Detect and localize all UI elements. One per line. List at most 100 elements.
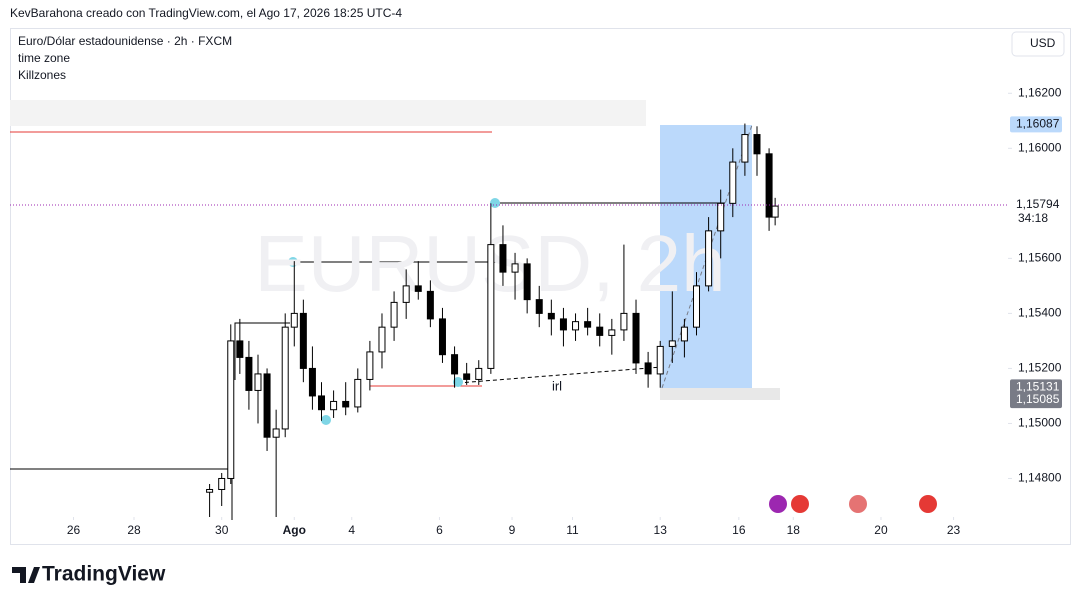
candle-body <box>499 244 507 273</box>
candle-body <box>693 285 701 328</box>
legend-item: Killzones <box>18 68 66 82</box>
x-tick-label: 4 <box>348 523 355 537</box>
level-line <box>234 322 290 380</box>
y-tick-label: 1,14800 <box>1018 471 1062 485</box>
trend-line <box>457 366 663 384</box>
y-tick-label: 1,16200 <box>1018 85 1062 99</box>
candle-body <box>535 299 543 314</box>
candle-body <box>608 329 616 336</box>
candle-body <box>290 312 298 328</box>
price-label: 1,15131 <box>1016 380 1060 394</box>
annotation: irl <box>552 378 562 393</box>
price-label: 1,15794 <box>1016 197 1060 211</box>
candle-body <box>366 351 374 380</box>
trend-line <box>661 124 753 389</box>
price-label-bg <box>1010 116 1062 133</box>
candle-body <box>559 318 567 331</box>
candle-body <box>771 205 779 218</box>
candle-body <box>236 340 244 358</box>
candle-body <box>378 326 386 353</box>
x-tick-label: 11 <box>566 523 579 537</box>
pivot-dot <box>490 198 500 208</box>
pivot-dot <box>453 377 463 387</box>
zone <box>660 388 780 400</box>
legend-item: time zone <box>18 51 70 65</box>
candle-body <box>414 285 422 292</box>
candle-body <box>206 488 214 493</box>
countdown: 34:18 <box>1018 211 1048 225</box>
candle-body <box>263 373 271 438</box>
candle-body <box>272 428 280 438</box>
price-label-bg <box>1010 392 1062 409</box>
x-tick-label: 18 <box>787 523 801 537</box>
legend-title: Euro/Dólar estadounidense · 2h · FXCM <box>18 34 232 48</box>
price-label: 1,16087 <box>1016 117 1060 131</box>
candle-body <box>245 356 253 391</box>
price-label-bg <box>1010 196 1062 213</box>
candle-body <box>463 373 471 380</box>
candle-body <box>227 340 235 479</box>
candle-body <box>317 395 325 411</box>
event-icon[interactable] <box>919 495 937 513</box>
candle-body <box>620 312 628 331</box>
candle-body <box>438 318 446 356</box>
x-tick-label: 16 <box>732 523 746 537</box>
candle-body <box>281 326 289 430</box>
currency-button[interactable] <box>1011 31 1065 57</box>
y-tick-label: 1,15600 <box>1018 251 1062 265</box>
x-tick-label: 23 <box>947 523 961 537</box>
pivot-dot <box>288 257 298 267</box>
pivot-dot <box>321 415 331 425</box>
candle-body <box>680 326 688 342</box>
candle-body <box>547 312 555 320</box>
candle-body <box>572 321 580 331</box>
y-tick-label: 1,15200 <box>1018 361 1062 375</box>
candle-body <box>753 134 761 155</box>
header: KevBarahona creado con TradingView.com, … <box>10 6 402 20</box>
candle-body <box>402 285 410 303</box>
candle-body <box>717 202 725 232</box>
candle-body <box>342 400 350 408</box>
x-tick-label: 30 <box>215 523 229 537</box>
candle-body <box>668 340 676 347</box>
brand-logo <box>12 567 40 583</box>
event-icon[interactable] <box>791 495 809 513</box>
candle-body <box>632 312 640 364</box>
candle-body <box>741 134 749 163</box>
candle-body <box>729 161 737 204</box>
price-label: 1,15085 <box>1016 392 1060 406</box>
x-tick-label: 20 <box>874 523 888 537</box>
currency[interactable]: USD <box>1030 36 1056 50</box>
candle-body <box>511 263 519 273</box>
candle-body <box>254 373 262 391</box>
zone <box>10 100 646 126</box>
y-tick-label: 1,15400 <box>1018 306 1062 320</box>
event-icon[interactable] <box>849 495 867 513</box>
y-tick-label: 1,16000 <box>1018 140 1062 154</box>
brand: TradingView <box>42 563 166 586</box>
candle-body <box>705 230 713 287</box>
candle-body <box>656 345 664 375</box>
x-tick-label: 9 <box>509 523 516 537</box>
candle-body <box>390 301 398 328</box>
candle-body <box>354 378 362 408</box>
candle-body <box>426 290 434 320</box>
x-tick-label: 13 <box>654 523 668 537</box>
event-icon[interactable] <box>769 495 787 513</box>
candle-body <box>584 321 592 328</box>
candle-body <box>475 367 483 380</box>
price-label-bg <box>1010 379 1062 396</box>
candle-body <box>451 354 459 375</box>
candle-body <box>487 244 495 369</box>
candle-body <box>330 400 338 411</box>
y-tick-label: 1,15000 <box>1018 416 1062 430</box>
candle-body <box>299 312 307 369</box>
candle-body <box>596 326 604 336</box>
chart-frame <box>10 28 1071 545</box>
candle-body <box>523 263 531 301</box>
candle-body <box>218 477 226 490</box>
candle-body <box>308 367 316 397</box>
candle-body <box>765 153 773 218</box>
candle-body <box>644 362 652 375</box>
